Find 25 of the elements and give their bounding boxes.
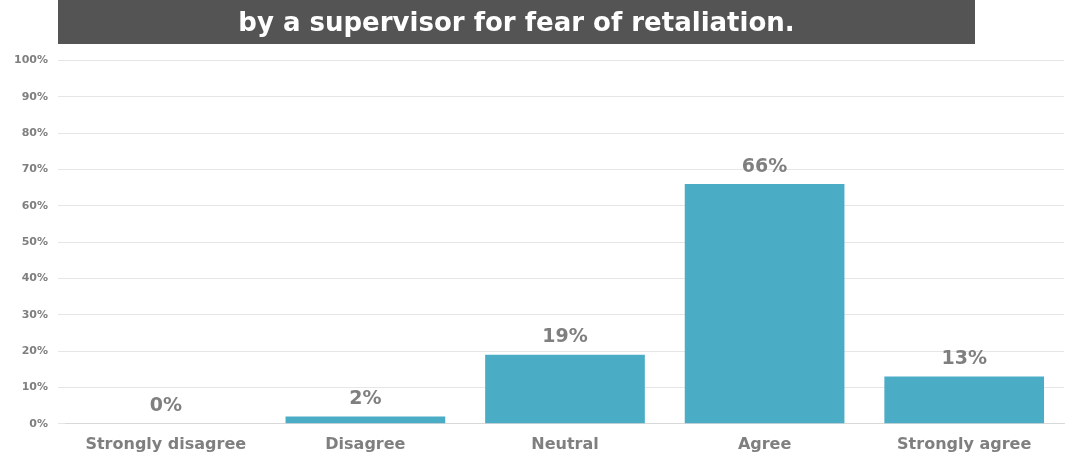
x-tick-label: Agree bbox=[737, 433, 792, 453]
y-tick-label: 10% bbox=[21, 380, 48, 394]
x-tick-label: Strongly agree bbox=[897, 433, 1032, 453]
y-tick-label: 0% bbox=[29, 416, 48, 430]
bar bbox=[485, 354, 645, 424]
y-tick-label: 30% bbox=[21, 307, 48, 321]
data-label: 19% bbox=[542, 324, 588, 347]
data-label: 2% bbox=[349, 385, 382, 408]
x-tick-label: Strongly disagree bbox=[85, 433, 247, 453]
y-tick-label: 20% bbox=[21, 344, 48, 358]
y-tick-label: 100% bbox=[14, 53, 48, 67]
y-tick-label: 50% bbox=[21, 235, 48, 249]
bar bbox=[684, 184, 845, 424]
bar bbox=[884, 376, 1045, 424]
x-tick-label: Neutral bbox=[531, 433, 599, 453]
chart-title: by a supervisor for fear of retaliation. bbox=[58, 0, 975, 44]
y-tick-label: 60% bbox=[21, 198, 48, 212]
y-tick-label: 70% bbox=[21, 162, 48, 176]
y-tick-label: 40% bbox=[21, 271, 48, 285]
x-tick-label: Disagree bbox=[325, 433, 406, 453]
y-tick-label: 80% bbox=[21, 126, 48, 140]
data-label: 0% bbox=[149, 393, 182, 416]
data-label: 13% bbox=[941, 346, 987, 369]
y-tick-label: 90% bbox=[21, 89, 48, 103]
data-label: 66% bbox=[741, 153, 788, 176]
